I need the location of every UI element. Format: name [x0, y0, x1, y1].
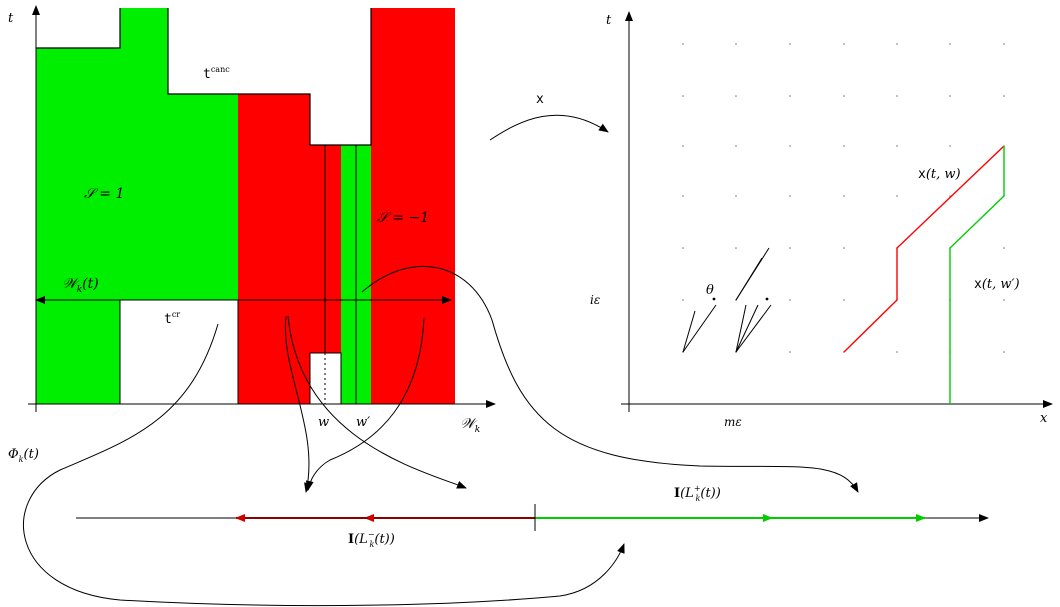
ie-label: iε — [590, 293, 600, 307]
map-arrow: x — [489, 92, 609, 141]
i-plus-label: I(L+ k(t)) — [674, 484, 721, 503]
map-label: x — [536, 92, 544, 107]
fan-dot — [765, 297, 769, 301]
lattice-dot — [789, 299, 791, 301]
left-y-axis-label: t — [8, 11, 14, 26]
lattice-dot — [682, 145, 684, 147]
lattice-dot — [1003, 351, 1005, 353]
map-curve — [489, 114, 609, 141]
lattice-dot — [843, 43, 845, 45]
lattice-dot — [843, 145, 845, 147]
x-twp-label: x(t, w′) — [974, 277, 1020, 292]
lattice-dot — [789, 95, 791, 97]
cr-region — [120, 300, 238, 404]
positive-curve — [361, 265, 859, 493]
profile-outline — [36, 8, 372, 146]
lattice-dot — [735, 95, 737, 97]
s-positive-label: 𝒮 = 1 — [84, 186, 124, 202]
left-x-axis-label: 𝒲k — [460, 416, 480, 435]
lattice-dot — [896, 95, 898, 97]
left-panel: t 𝒲k tcanc tcr 𝒮 = 1 𝒮 = −1 𝒲k(t) w w′ Φ… — [8, 5, 496, 464]
right-panel: t x iε mε θ x(t, w) x(t, w′) — [590, 11, 1053, 429]
red-left-curve — [284, 315, 312, 493]
lattice-dot — [735, 247, 737, 249]
lattice-dot — [949, 95, 951, 97]
lattice-dot — [682, 43, 684, 45]
lattice-dot — [896, 351, 898, 353]
lattice-dot — [896, 195, 898, 197]
lattice-dot — [735, 43, 737, 45]
wk-label: 𝒲k(t) — [62, 276, 99, 295]
lattice-dot — [1003, 247, 1005, 249]
i-minus-label: I(L− k(t)) — [348, 530, 395, 549]
s-negative-label: 𝒮 = −1 — [377, 210, 429, 226]
lattice-dot — [843, 299, 845, 301]
right-x-axis-label: x — [1040, 411, 1048, 426]
lattice-dot — [949, 145, 951, 147]
lattice-dot — [789, 351, 791, 353]
phi-curve — [23, 323, 625, 607]
lattice-dot — [1003, 95, 1005, 97]
lattice-dot — [949, 43, 951, 45]
lattice-dot — [843, 95, 845, 97]
lattice-dot — [789, 145, 791, 147]
lattice-dot — [1003, 299, 1005, 301]
bottom-line-group: I(L+ k(t)) I(L− k(t)) — [76, 484, 989, 549]
red-right-curve — [305, 317, 425, 491]
lattice-dot — [843, 247, 845, 249]
theta-dot — [712, 297, 716, 301]
x-tw-path — [843, 145, 1005, 353]
theta-fan-left — [682, 304, 717, 353]
right-y-axis-label: t — [606, 13, 612, 28]
lattice-dot — [843, 195, 845, 197]
cr-label: tcr — [164, 310, 180, 327]
theta-fan-right — [735, 247, 772, 353]
lattice-dot — [789, 43, 791, 45]
lattice-dot — [682, 195, 684, 197]
lattice-dot — [896, 145, 898, 147]
w-label: w — [318, 415, 329, 430]
lattice-dots — [682, 43, 1005, 353]
x-twp-path — [949, 146, 1005, 404]
canc-label: tcanc — [203, 65, 230, 82]
lattice-dot — [735, 195, 737, 197]
phi-label: Φk(t) — [8, 447, 39, 464]
lattice-dot — [735, 145, 737, 147]
me-label: mε — [724, 415, 742, 429]
lattice-dot — [1003, 43, 1005, 45]
lattice-dot — [682, 247, 684, 249]
lattice-dot — [789, 247, 791, 249]
x-tw-label: x(t, w) — [918, 167, 961, 182]
mapping-curves — [23, 265, 859, 607]
theta-label: θ — [706, 283, 714, 298]
lattice-dot — [682, 299, 684, 301]
lattice-dot — [789, 195, 791, 197]
lattice-dot — [682, 95, 684, 97]
lattice-dot — [896, 43, 898, 45]
w-prime-label: w′ — [356, 415, 370, 430]
